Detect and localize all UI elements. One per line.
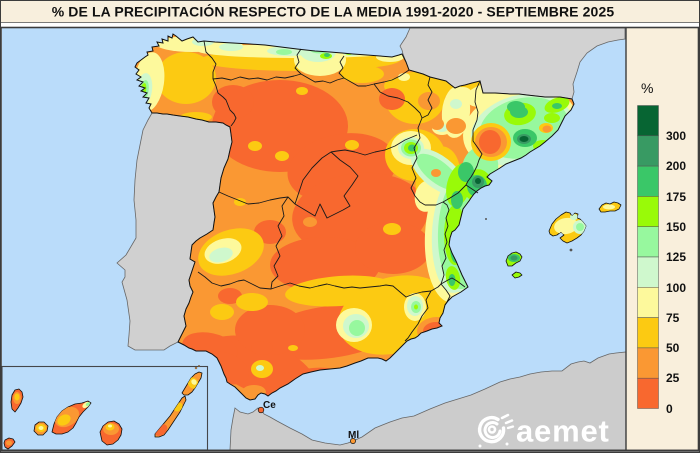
- svg-text:Ml: Ml: [348, 430, 359, 441]
- svg-text:Ce: Ce: [263, 400, 276, 411]
- svg-text:0: 0: [666, 402, 673, 416]
- svg-text:75: 75: [666, 311, 680, 325]
- svg-text:125: 125: [666, 250, 686, 264]
- svg-text:200: 200: [666, 159, 686, 173]
- svg-text:%: %: [641, 80, 653, 96]
- svg-text:aemet: aemet: [516, 414, 610, 449]
- svg-text:% DE LA PRECIPITACIÓN RESPECTO: % DE LA PRECIPITACIÓN RESPECTO DE LA MED…: [52, 3, 615, 20]
- svg-text:50: 50: [666, 341, 680, 355]
- svg-text:100: 100: [666, 281, 686, 295]
- svg-text:175: 175: [666, 190, 686, 204]
- svg-text:150: 150: [666, 220, 686, 234]
- svg-text:25: 25: [666, 371, 680, 385]
- svg-text:300: 300: [666, 129, 686, 143]
